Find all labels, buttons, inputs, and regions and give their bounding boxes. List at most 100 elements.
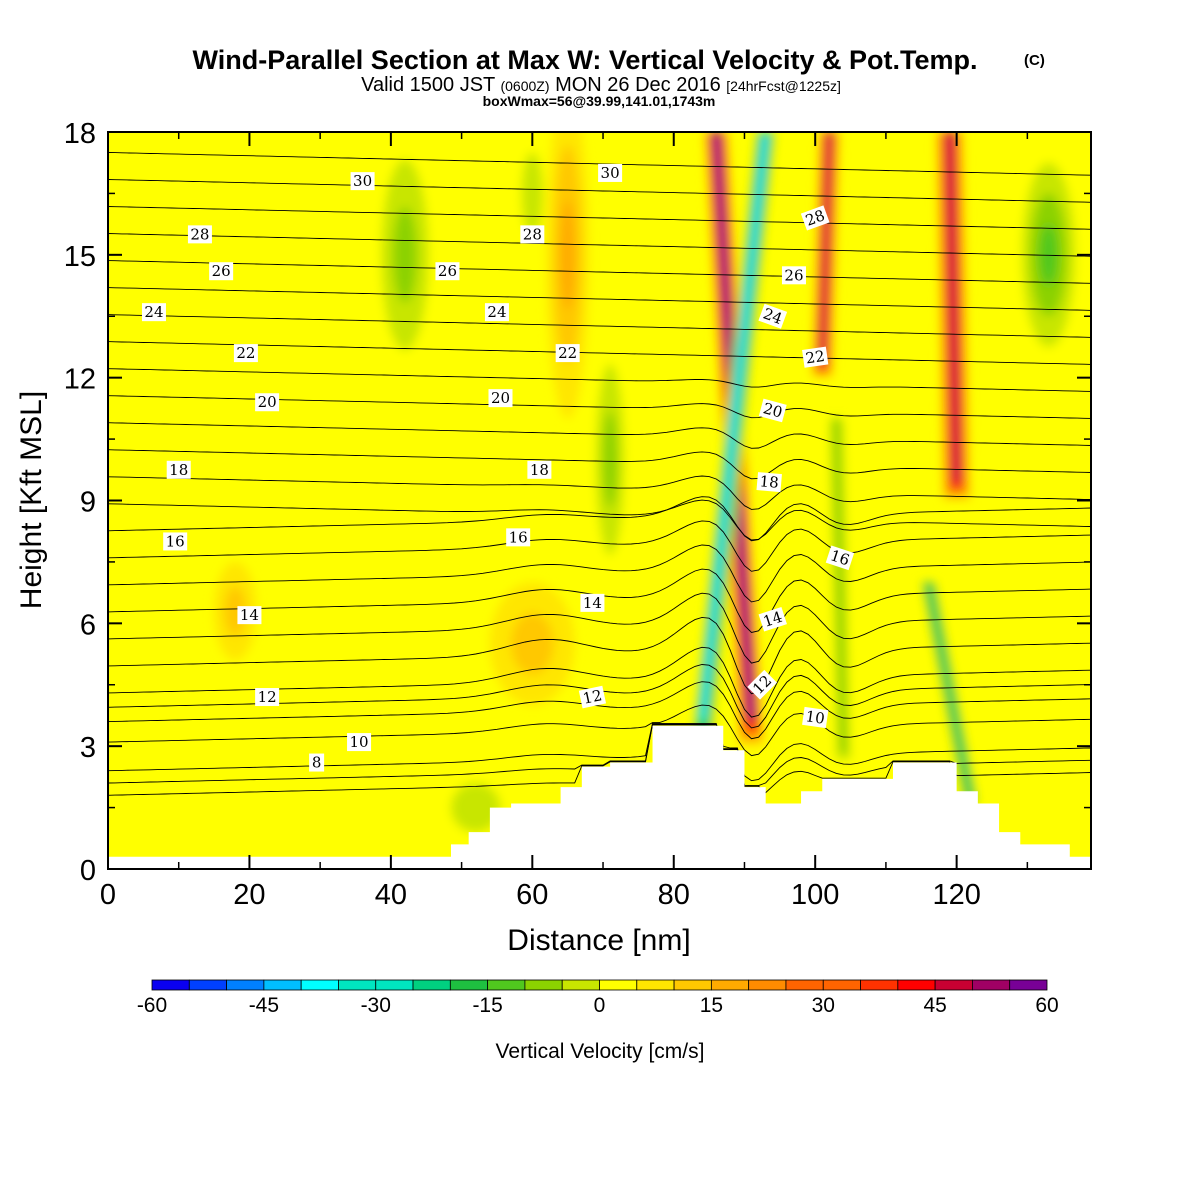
theta-label-text: 28 [803, 206, 827, 229]
theta-contour-line [108, 723, 1091, 787]
theta-label: 20 [255, 393, 280, 412]
colorbar-swatch [375, 979, 414, 991]
theta-label-box [578, 685, 607, 709]
theta-label-box [758, 398, 787, 423]
theta-label: 30 [598, 163, 623, 182]
theta-label-box [802, 346, 829, 368]
y-tick-label: 9 [80, 487, 96, 519]
theta-label: 10 [802, 706, 829, 729]
valid-time-utc: (0600Z) [500, 78, 549, 94]
colorbar-swatch [412, 979, 451, 991]
theta-label: 18 [166, 460, 191, 479]
colorbar: -60 -45 -30 -15 0 15 30 45 60 [137, 979, 1059, 1017]
velocity-band [832, 418, 848, 753]
theta-label-box [802, 706, 829, 729]
colorbar-tick-label: 30 [812, 994, 835, 1017]
theta-label: 26 [781, 266, 806, 285]
theta-label-text: 20 [258, 393, 277, 411]
y-axis-label: Height [Kft MSL] [15, 391, 48, 609]
theta-label-box [209, 262, 234, 281]
theta-label-box [598, 163, 623, 182]
colorbar-swatch [188, 979, 227, 991]
velocity-band [603, 411, 618, 508]
theta-label: 30 [350, 172, 375, 191]
colorbar-tick-label: 15 [700, 994, 723, 1017]
theta-contour-line [108, 314, 1091, 338]
y-tick-label: 18 [64, 118, 96, 150]
chart-title: Wind-Parallel Section at Max W: Vertical… [193, 45, 978, 75]
colorbar-swatch [487, 979, 526, 991]
forecast-info: [24hrFcst@1225z] [726, 78, 841, 94]
colorbar-tick-label: -60 [137, 994, 167, 1017]
theta-label: 20 [758, 398, 787, 423]
theta-label-text: 30 [353, 172, 372, 190]
theta-contour-line [108, 722, 1091, 782]
theta-label: 22 [233, 344, 258, 363]
theta-contour-line [108, 496, 1091, 542]
theta-label-box [555, 344, 580, 363]
theta-contour-line [108, 260, 1091, 284]
colorbar-swatch [561, 979, 600, 991]
theta-contour-line [108, 499, 1091, 541]
theta-label: 26 [435, 262, 460, 281]
theta-contour-line [108, 449, 1091, 480]
theta-label-box [255, 688, 280, 707]
y-tick-label: 0 [80, 855, 96, 887]
theta-label-text: 24 [487, 303, 506, 321]
velocity-band [947, 132, 959, 481]
theta-label-box [580, 593, 605, 612]
theta-label-text: 28 [190, 225, 209, 243]
valid-time-prefix: Valid 1500 JST [361, 74, 495, 96]
theta-contour-line [108, 287, 1091, 311]
theta-label-box [758, 303, 788, 329]
theta-contour-line [108, 206, 1091, 230]
valid-time-line: Valid 1500 JST (0600Z) MON 26 Dec 2016 [… [361, 74, 841, 96]
theta-label-text: 12 [581, 686, 603, 708]
theta-label-box [520, 225, 545, 244]
theta-label-text: 16 [166, 532, 185, 550]
theta-label-text: 18 [169, 461, 188, 479]
colorbar-swatch [972, 979, 1011, 991]
theta-contour-line [108, 233, 1091, 257]
theta-label: 22 [555, 344, 580, 363]
theta-contour-line [108, 704, 1091, 757]
theta-contour-line [108, 341, 1091, 365]
theta-label-text: 22 [236, 344, 255, 362]
theta-label: 24 [758, 303, 788, 329]
theta-label: 28 [187, 225, 212, 244]
theta-contour-line [108, 475, 1091, 510]
colorbar-swatch [710, 979, 750, 991]
figure-header: Wind-Parallel Section at Max W: Vertical… [193, 45, 1045, 109]
y-tick-label: 3 [80, 732, 96, 764]
theta-label: 14 [580, 593, 605, 612]
valid-date: MON 26 Dec 2016 [555, 74, 721, 96]
colorbar-swatch [636, 979, 675, 991]
theta-label-text: 14 [761, 608, 785, 631]
colorbar-swatch [226, 979, 265, 991]
theta-label: 14 [758, 606, 787, 632]
theta-label: 12 [578, 685, 607, 709]
theta-label-box [527, 460, 552, 479]
theta-label-text: 26 [438, 262, 457, 280]
theta-label-box [781, 266, 806, 285]
velocity-band [157, 132, 229, 223]
theta-label-text: 20 [491, 389, 510, 407]
theta-label-box [758, 606, 787, 632]
colorbar-swatch [449, 979, 489, 991]
colorbar-swatch [524, 979, 563, 991]
x-tick-label: 40 [375, 879, 407, 911]
theta-label: 22 [802, 346, 829, 368]
theta-label-box [237, 606, 262, 625]
colorbar-swatch [748, 979, 787, 991]
theta-label: 18 [756, 472, 782, 493]
theta-label-box [233, 344, 258, 363]
y-tick-label: 15 [64, 241, 96, 273]
copyright-mark: (C) [1024, 52, 1045, 69]
colorbar-tick-label: 0 [594, 994, 606, 1017]
theta-label-text: 24 [761, 305, 785, 328]
velocity-band [521, 152, 543, 235]
theta-label-box [309, 753, 325, 772]
theta-label-box [350, 172, 375, 191]
velocity-band [1039, 224, 1058, 286]
x-axis-label: Distance [nm] [507, 924, 690, 957]
